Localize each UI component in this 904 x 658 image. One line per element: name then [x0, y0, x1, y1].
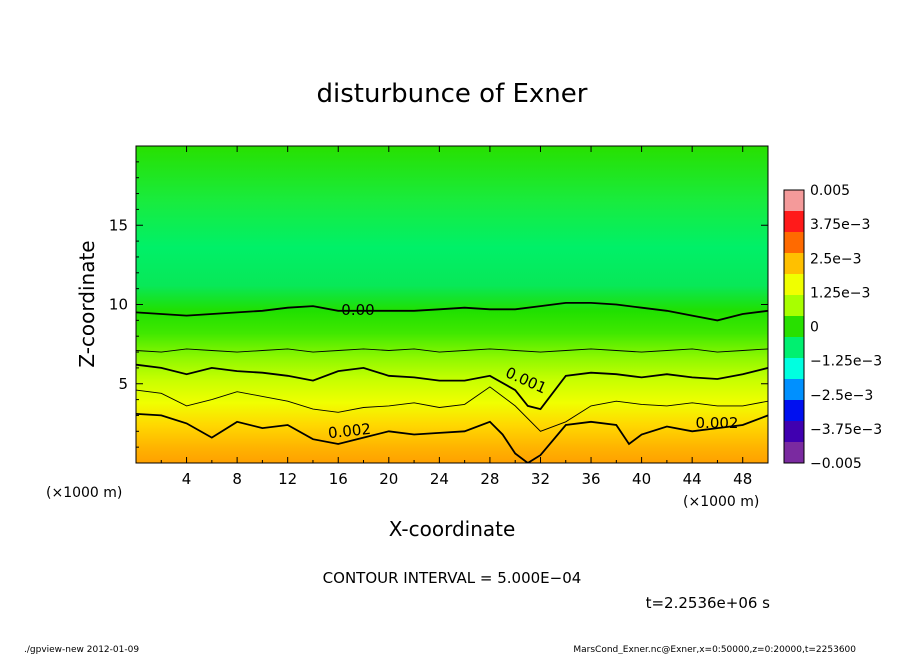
contour-label: 0.00 — [341, 301, 374, 319]
colorbar-label: −0.005 — [810, 456, 862, 472]
x-tick-label: 32 — [531, 470, 550, 488]
chart-title: disturbunce of Exner — [317, 79, 588, 109]
contour-line — [136, 386, 768, 432]
y-tick-label: 10 — [109, 296, 128, 314]
colorbar-cell — [784, 337, 804, 359]
x-axis-ticks: 4 8 12 16 20 24 28 32 36 40 44 48 — [160, 146, 752, 488]
x-tick-label: 48 — [733, 470, 752, 488]
x-tick-label: 16 — [329, 470, 348, 488]
contour-label: 0.002 — [696, 414, 739, 432]
colorbar-label: −3.75e−3 — [810, 422, 882, 438]
x-tick-label: 28 — [480, 470, 499, 488]
colorbar-label: 0.005 — [810, 183, 850, 199]
time-label: t=2.2536e+06 s — [646, 594, 771, 612]
colorbar-cell — [784, 232, 804, 254]
y-axis-ticks: 5 10 15 — [109, 161, 768, 448]
colorbar-frame — [783, 189, 805, 464]
colorbar-cell — [784, 400, 804, 422]
contour-line — [136, 301, 768, 322]
colorbar-cell — [784, 358, 804, 380]
colorbar-cell — [784, 211, 804, 233]
colorbar-cell — [784, 253, 804, 275]
contour-line — [136, 348, 768, 353]
x-tick-label: 24 — [430, 470, 449, 488]
colorbar-cell — [784, 316, 804, 338]
x-unit-right: (×1000 m) — [683, 494, 759, 510]
colorbar-cell — [784, 274, 804, 296]
contour-line — [136, 413, 768, 463]
colorbar-cell — [784, 190, 804, 212]
x-unit-left: (×1000 m) — [46, 485, 122, 501]
colorbar-cell — [784, 295, 804, 317]
x-tick-label: 4 — [182, 470, 192, 488]
colorbar-cell — [784, 442, 804, 464]
colorbar-label: −2.5e−3 — [810, 388, 873, 404]
contour-lines — [136, 301, 768, 463]
colorbar-cell — [784, 421, 804, 443]
contour-label: 0.002 — [327, 420, 372, 442]
footer-left: ./gpview-new 2012-01-09 — [24, 645, 139, 654]
contour-line — [136, 363, 768, 411]
x-tick-label: 12 — [278, 470, 297, 488]
colorbar: 0.005 3.75e−3 2.5e−3 1.25e−3 0 −1.25e−3 −2.5e−… — [783, 183, 882, 472]
x-axis-label: X-coordinate — [389, 517, 516, 541]
footer-right: MarsCond_Exner.nc@Exner,x=0:50000,z=0:20… — [573, 645, 856, 654]
plot-area — [135, 145, 769, 464]
x-tick-label: 36 — [581, 470, 600, 488]
y-axis-label: Z-coordinate — [75, 240, 99, 367]
colorbar-label: 0 — [810, 320, 819, 336]
x-tick-label: 40 — [632, 470, 651, 488]
x-tick-label: 20 — [379, 470, 398, 488]
contour-interval-text: CONTOUR INTERVAL = 5.000E−04 — [323, 569, 582, 587]
colorbar-label: −1.25e−3 — [810, 354, 882, 370]
colorbar-cells — [784, 190, 804, 464]
colorbar-cell — [784, 379, 804, 401]
y-tick-label: 15 — [109, 216, 128, 234]
colorbar-label: 1.25e−3 — [810, 285, 870, 301]
colorbar-label: 3.75e−3 — [810, 217, 870, 233]
x-tick-label: 8 — [232, 470, 242, 488]
x-tick-label: 44 — [683, 470, 702, 488]
colorbar-labels: 0.005 3.75e−3 2.5e−3 1.25e−3 0 −1.25e−3 −2.5e−… — [810, 183, 882, 472]
y-tick-label: 5 — [118, 375, 128, 393]
colorbar-label: 2.5e−3 — [810, 251, 862, 267]
field-shading — [136, 146, 768, 463]
